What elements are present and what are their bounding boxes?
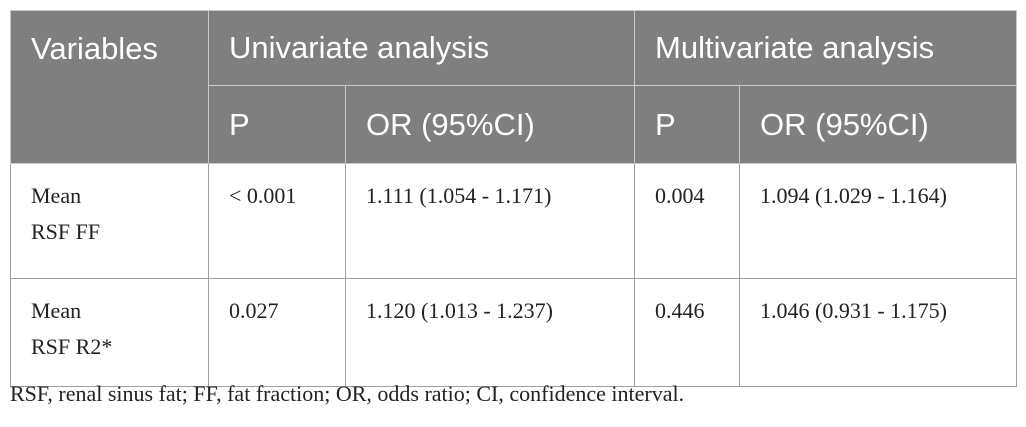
variable-line-2: RSF FF <box>31 219 101 244</box>
cell-variable: Mean RSF FF <box>10 163 209 279</box>
header-row-1: Variables Univariate analysis Multivaria… <box>10 10 1018 164</box>
table-header: Variables Univariate analysis Multivaria… <box>10 10 1018 164</box>
table-row: Mean RSF FF < 0.001 1.111 (1.054 - 1.171… <box>10 163 1018 279</box>
table-body: Mean RSF FF < 0.001 1.111 (1.054 - 1.171… <box>10 163 1018 387</box>
header-or-multivariate: OR (95%CI) <box>739 85 1018 164</box>
cell-or-univariate: 1.111 (1.054 - 1.171) <box>344 163 636 279</box>
header-multivariate: Multivariate analysis <box>634 10 1018 86</box>
regression-results-table: Variables Univariate analysis Multivaria… <box>10 10 1018 387</box>
header-p-univariate: P <box>208 85 346 164</box>
cell-p-univariate: 0.027 <box>208 278 346 387</box>
header-variables: Variables <box>10 10 209 164</box>
header-or-univariate: OR (95%CI) <box>344 85 636 164</box>
variable-line-1: Mean <box>31 183 82 208</box>
results-table-container: Variables Univariate analysis Multivaria… <box>10 10 1018 387</box>
header-univariate: Univariate analysis <box>207 10 636 86</box>
table-row: Mean RSF R2* 0.027 1.120 (1.013 - 1.237)… <box>10 278 1018 387</box>
header-p-multivariate: P <box>634 85 741 164</box>
cell-or-multivariate: 1.046 (0.931 - 1.175) <box>739 278 1018 387</box>
cell-p-multivariate: 0.004 <box>634 163 741 279</box>
variable-line-2: RSF R2* <box>31 334 113 359</box>
cell-p-multivariate: 0.446 <box>634 278 741 387</box>
cell-or-multivariate: 1.094 (1.029 - 1.164) <box>739 163 1018 279</box>
cell-or-univariate: 1.120 (1.013 - 1.237) <box>344 278 636 387</box>
variable-line-1: Mean <box>31 298 82 323</box>
cell-variable: Mean RSF R2* <box>10 278 209 387</box>
cell-p-univariate: < 0.001 <box>208 163 346 279</box>
table-footnote: RSF, renal sinus fat; FF, fat fraction; … <box>10 381 685 406</box>
header-row-2: P OR (95%CI) P OR (95%CI) <box>11 85 1018 164</box>
